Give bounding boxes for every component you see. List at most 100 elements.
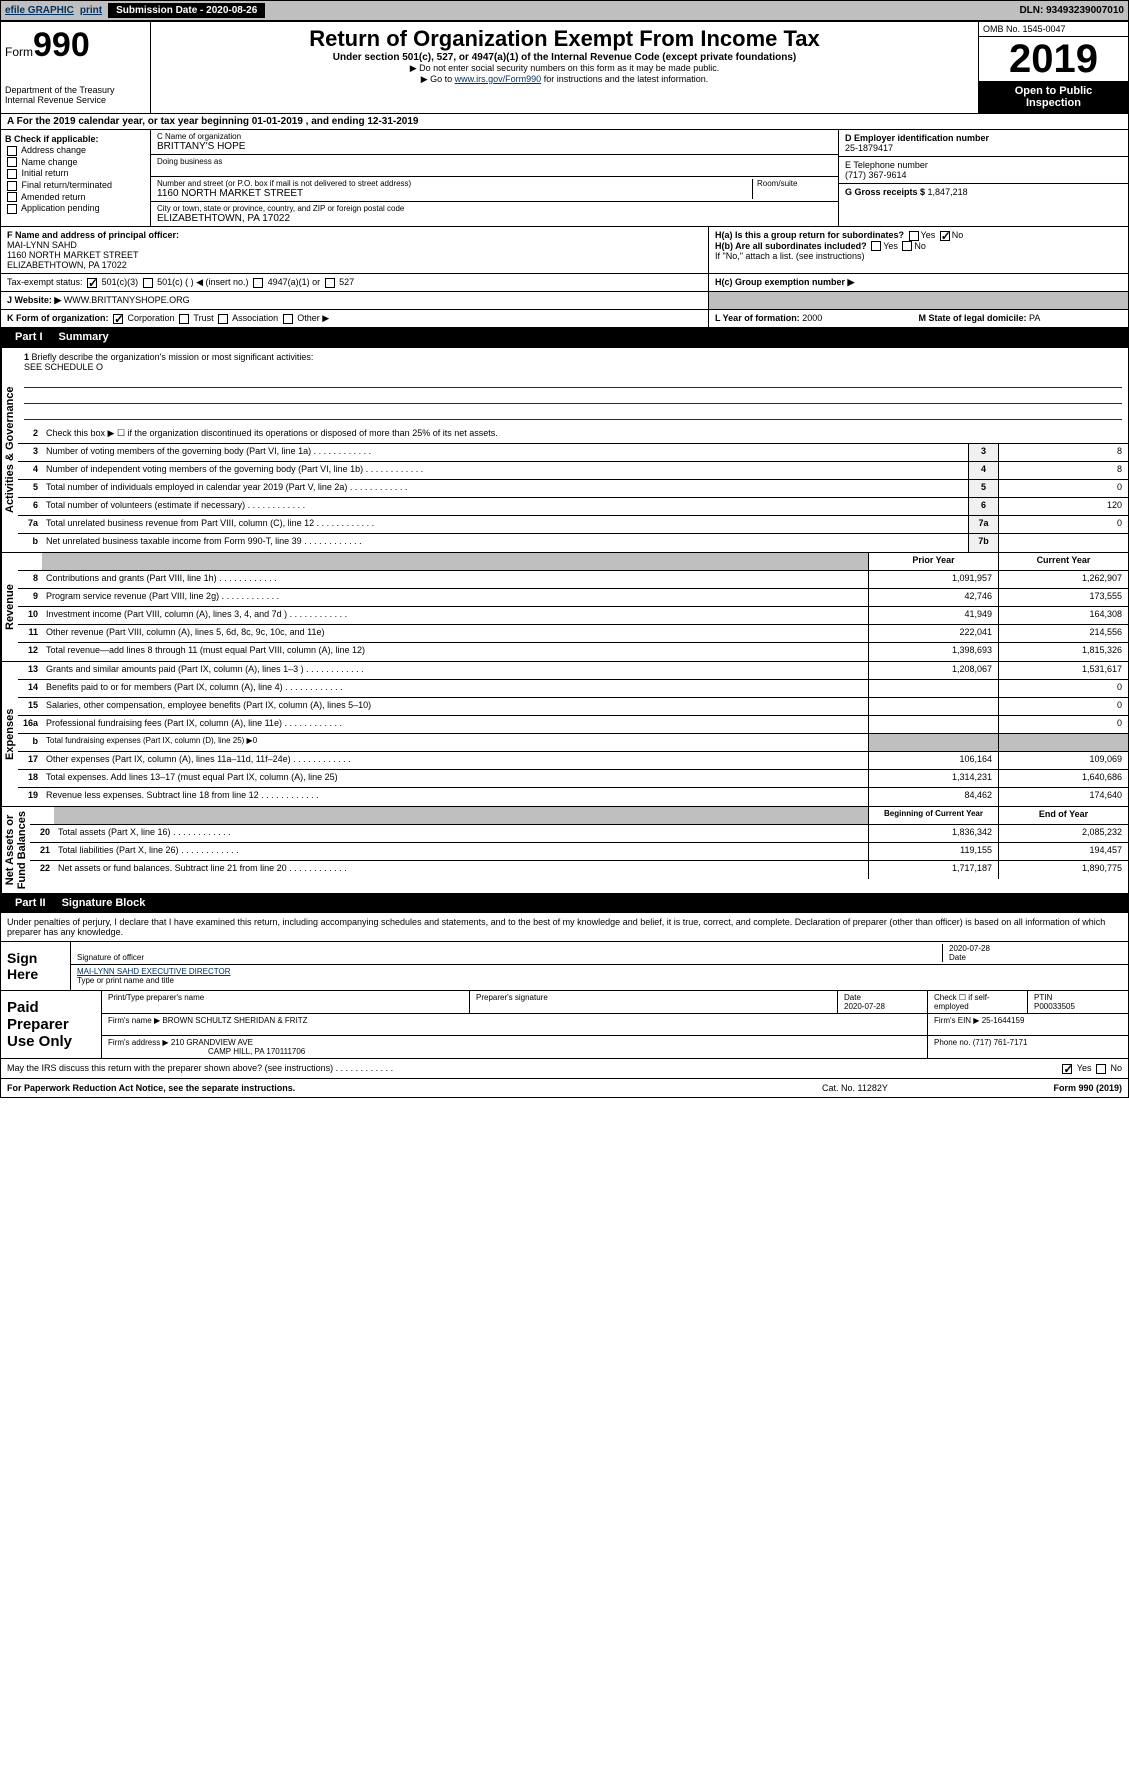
val-3: 8: [998, 444, 1128, 461]
discuss-row: May the IRS discuss this return with the…: [1, 1058, 1128, 1078]
efile-link[interactable]: efile GRAPHIC: [5, 5, 74, 16]
r17-curr: 109,069: [998, 752, 1128, 769]
r17-prior: 106,164: [868, 752, 998, 769]
sign-here-label: Sign Here: [1, 942, 71, 990]
r9-prior: 42,746: [868, 589, 998, 606]
r11-curr: 214,556: [998, 625, 1128, 642]
r22-curr: 1,890,775: [998, 861, 1128, 879]
chk-4947[interactable]: [253, 278, 263, 288]
part1-header: Part ISummary: [1, 327, 1128, 347]
box-f: F Name and address of principal officer:…: [1, 227, 708, 273]
submission-date-box: Submission Date - 2020-08-26: [108, 3, 265, 18]
chk-trust[interactable]: [179, 314, 189, 324]
r18-prior: 1,314,231: [868, 770, 998, 787]
form-title-box: Return of Organization Exempt From Incom…: [151, 22, 978, 113]
year-formation: 2000: [802, 313, 822, 323]
mission-text: SEE SCHEDULE O: [24, 362, 103, 372]
r13-curr: 1,531,617: [998, 662, 1128, 679]
firm-name: BROWN SCHULTZ SHERIDAN & FRITZ: [162, 1016, 307, 1025]
vert-revenue: Revenue: [1, 553, 18, 661]
hdr-end: End of Year: [998, 807, 1128, 824]
org-address: 1160 NORTH MARKET STREET: [157, 188, 752, 199]
open-to-public: Open to Public Inspection: [979, 81, 1128, 113]
r16a-curr: 0: [998, 716, 1128, 733]
val-7b: [998, 534, 1128, 552]
box-b: B Check if applicable: Address change Na…: [1, 130, 151, 226]
phone: (717) 367-9614: [845, 170, 1122, 180]
chk-address-change[interactable]: Address change: [5, 145, 146, 156]
r19-prior: 84,462: [868, 788, 998, 806]
form-id-box: Form990 Department of the Treasury Inter…: [1, 22, 151, 113]
r10-curr: 164,308: [998, 607, 1128, 624]
year-box: OMB No. 1545-0047 2019 Open to Public In…: [978, 22, 1128, 113]
firm-ein: 25-1644159: [982, 1016, 1025, 1025]
vert-expenses: Expenses: [1, 662, 18, 806]
chk-amended[interactable]: Amended return: [5, 192, 146, 203]
r14-curr: 0: [998, 680, 1128, 697]
chk-527[interactable]: [325, 278, 335, 288]
ein: 25-1879417: [845, 143, 1122, 153]
r15-curr: 0: [998, 698, 1128, 715]
form-main: Form990 Department of the Treasury Inter…: [0, 21, 1129, 1098]
chk-other[interactable]: [283, 314, 293, 324]
r8-prior: 1,091,957: [868, 571, 998, 588]
r10-prior: 41,949: [868, 607, 998, 624]
firm-address: 210 GRANDVIEW AVE: [171, 1038, 253, 1047]
chk-name-change[interactable]: Name change: [5, 157, 146, 168]
r20-curr: 2,085,232: [998, 825, 1128, 842]
officer-name-link[interactable]: MAI-LYNN SAHD EXECUTIVE DIRECTOR: [77, 967, 231, 976]
hdr-begin: Beginning of Current Year: [868, 807, 998, 824]
dln: DLN: 93493239007010: [1019, 5, 1124, 16]
r13-prior: 1,208,067: [868, 662, 998, 679]
chk-discuss-yes[interactable]: [1062, 1064, 1072, 1074]
vert-net-assets: Net Assets or Fund Balances: [1, 807, 30, 893]
perjury-text: Under penalties of perjury, I declare th…: [1, 913, 1128, 941]
website-row: J Website: ▶ WWW.BRITTANYSHOPE.ORG: [1, 292, 708, 309]
paid-preparer-label: Paid Preparer Use Only: [1, 991, 101, 1058]
r21-prior: 119,155: [868, 843, 998, 860]
r22-prior: 1,717,187: [868, 861, 998, 879]
website-url: WWW.BRITTANYSHOPE.ORG: [64, 295, 190, 305]
r14-prior: [868, 680, 998, 697]
r20-prior: 1,836,342: [868, 825, 998, 842]
sig-date: 2020-07-28: [949, 944, 990, 953]
omb-number: OMB No. 1545-0047: [979, 22, 1128, 37]
r9-curr: 173,555: [998, 589, 1128, 606]
chk-assoc[interactable]: [218, 314, 228, 324]
form-subtitle: Under section 501(c), 527, or 4947(a)(1)…: [155, 52, 974, 63]
vert-governance: Activities & Governance: [1, 348, 18, 552]
firm-phone: (717) 761-7171: [973, 1038, 1028, 1047]
box-c: C Name of organization BRITTANY'S HOPE D…: [151, 130, 838, 226]
r12-prior: 1,398,693: [868, 643, 998, 661]
chk-501c3[interactable]: [87, 278, 97, 288]
val-4: 8: [998, 462, 1128, 479]
hdr-prior: Prior Year: [868, 553, 998, 570]
print-link[interactable]: print: [80, 5, 102, 16]
r12-curr: 1,815,326: [998, 643, 1128, 661]
val-5: 0: [998, 480, 1128, 497]
box-d-e-g: D Employer identification number25-18794…: [838, 130, 1128, 226]
mission-block: 1 Briefly describe the organization's mi…: [18, 348, 1128, 426]
chk-application-pending[interactable]: Application pending: [5, 203, 146, 214]
ptin: P00033505: [1034, 1002, 1075, 1011]
dept-label: Department of the Treasury Internal Reve…: [5, 85, 146, 105]
chk-discuss-no[interactable]: [1096, 1064, 1106, 1074]
val-6: 120: [998, 498, 1128, 515]
irs-link[interactable]: www.irs.gov/Form990: [455, 74, 542, 84]
goto-note: ▶ Go to www.irs.gov/Form990 for instruct…: [155, 74, 974, 85]
gross-receipts: 1,847,218: [928, 187, 968, 197]
chk-initial-return[interactable]: Initial return: [5, 168, 146, 179]
val-7a: 0: [998, 516, 1128, 533]
org-city: ELIZABETHTOWN, PA 17022: [157, 213, 832, 224]
chk-501c[interactable]: [143, 278, 153, 288]
chk-final-return[interactable]: Final return/terminated: [5, 180, 146, 191]
form-title: Return of Organization Exempt From Incom…: [155, 26, 974, 52]
r19-curr: 174,640: [998, 788, 1128, 806]
chk-corp[interactable]: [113, 314, 123, 324]
officer-name: MAI-LYNN SAHD: [7, 240, 702, 250]
r8-curr: 1,262,907: [998, 571, 1128, 588]
r11-prior: 222,041: [868, 625, 998, 642]
r21-curr: 194,457: [998, 843, 1128, 860]
state-domicile: PA: [1029, 313, 1040, 323]
hdr-current: Current Year: [998, 553, 1128, 570]
